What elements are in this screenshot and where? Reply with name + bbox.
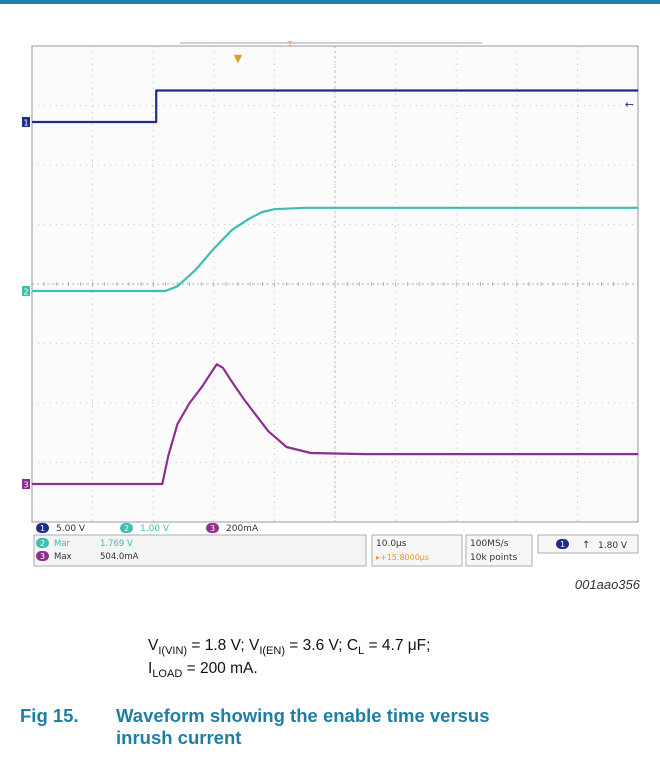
scale-ch2: 1.00 V [140,524,170,534]
conditions-line-2: ILOAD = 200 mA. [148,659,430,682]
timebase-box [371,534,463,567]
measurement-value-ch2: 1.769 V [100,539,133,549]
sample-rate: 100MS/s [470,539,509,549]
trigger-level-arrow: ← [625,98,634,111]
channel-marker-label: 1 [23,119,28,128]
channel-marker-label: 3 [23,481,28,490]
page-top-rule [0,0,660,4]
oscilloscope-screen: ▼ T ← 1 2 3 1 5.00 V 2 1.00 V 3 200mA 2 Mar 1.769 V 3… [22,40,639,567]
channel-marker-2 [22,286,30,296]
cond-ven-value: = 3.6 V; [285,637,347,654]
measurement-value-ch3: 504.0mA [100,552,139,562]
measurement-name-ch3: Max [54,552,72,562]
cond-vin-symbol: V [148,637,159,654]
channel-badge-label: 3 [40,552,45,561]
figure-number: Fig 15. [20,705,79,726]
cond-iload-subscript: LOAD [152,667,183,680]
measurement-name-ch2: Mar [54,539,71,549]
scope-channel-markers: 1 2 3 [22,117,30,490]
trigger-slope: ↑ [582,540,590,551]
channel-marker-1 [22,117,30,127]
measurement-box [33,534,367,567]
channel-badge-label: 2 [124,524,129,533]
channel-badge-2 [36,538,49,548]
channel-badge-label: 3 [210,524,215,533]
cond-iload-value: = 200 mA. [182,659,258,677]
trace-ch3 [32,363,638,486]
trace-ch2 [32,206,638,293]
trigger-level: 1.80 V [598,541,628,551]
time-reference-marker: T [287,40,293,49]
channel-badge-label: 1 [560,540,565,549]
figure-title-line-1: Waveform showing the enable time versus [116,705,490,726]
channel-badge-label: 2 [40,539,45,548]
channel-badge-1 [556,539,569,549]
timebase: 10.0µs [376,539,407,549]
cond-cl-value: = 4.7 μF; [364,637,431,654]
cond-ven-symbol: V [248,637,260,654]
cond-vin-subscript: I(VIN) [158,645,188,658]
channel-badge-label: 1 [40,524,45,533]
cond-cl-symbol: C [346,637,359,654]
scale-ch1: 5.00 V [56,524,86,534]
figure-doc-id: 001aao356 [574,577,640,592]
scope-traces [32,89,638,486]
cond-iload-symbol: I [148,659,153,677]
channel-marker-label: 2 [23,288,28,297]
figure-title-line-2: inrush current [116,727,242,749]
scope-grid: ▼ T ← [31,40,639,523]
test-conditions: VI(VIN) = 1.8 V; VI(EN) = 3.6 V; CL = 4.… [148,636,430,682]
channel-marker-3 [22,479,30,489]
scale-ch3: 200mA [226,524,259,534]
figure-caption: Fig 15. Waveform showing the enable time … [20,705,490,749]
trigger-position-marker: ▼ [234,52,243,65]
conditions-line-1: VI(VIN) = 1.8 V; VI(EN) = 3.6 V; CL = 4.… [148,636,430,659]
channel-badge-3 [206,523,219,533]
channel-badge-2 [120,523,133,533]
record-length: 10k points [470,553,517,563]
cond-cl-subscript: L [358,645,365,658]
scope-readout: 1 5.00 V 2 1.00 V 3 200mA 2 Mar 1.769 V 3 Max 504.0… [33,523,639,567]
trace-ch1 [32,89,638,124]
channel-badge-1 [36,523,49,533]
trigger-position: ▸+15.8000µs [376,553,429,562]
acquisition-box [465,534,533,567]
cond-vin-value: = 1.8 V; [187,637,249,654]
cond-ven-subscript: I(EN) [259,645,285,658]
channel-badge-3 [36,551,49,561]
